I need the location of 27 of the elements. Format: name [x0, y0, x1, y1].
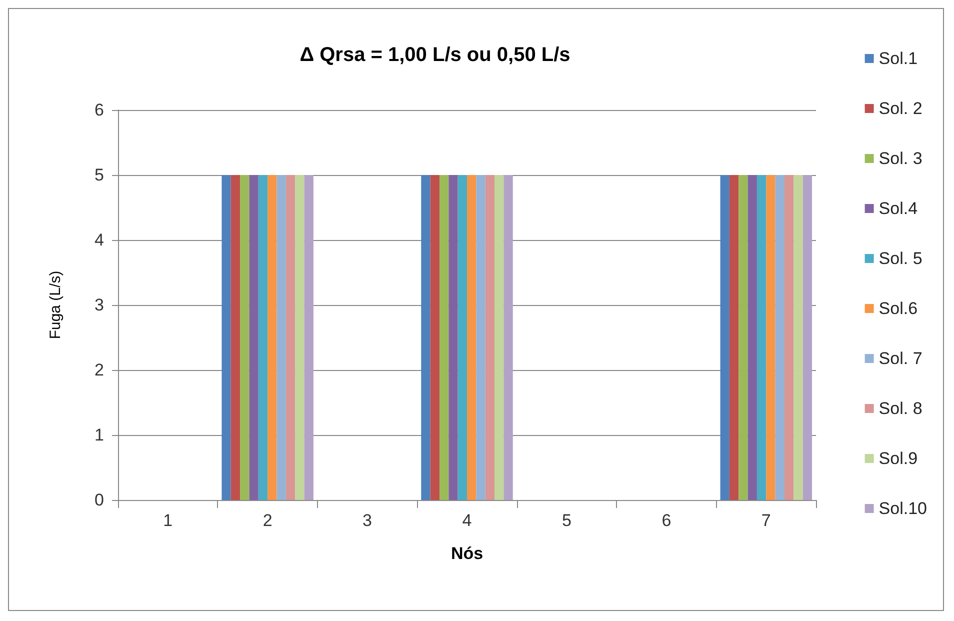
x-tick-label: 4: [462, 511, 472, 530]
chart-title: Δ Qrsa = 1,00 L/s ou 0,50 L/s: [300, 44, 570, 66]
y-tick-label: 3: [94, 296, 104, 314]
legend-label: Sol. 5: [878, 249, 922, 268]
legend-label: Sol. 2: [878, 99, 922, 118]
y-tick-label: 2: [94, 360, 104, 380]
legend-label: Sol.1: [878, 49, 918, 68]
legend-label: Sol.10: [878, 499, 927, 518]
x-tick-label: 6: [662, 511, 672, 530]
legend-label: Sol. 3: [878, 149, 922, 168]
legend-label: Sol.6: [878, 299, 918, 318]
y-tick-label: 0: [94, 490, 104, 510]
y-tick-label: 6: [94, 100, 104, 120]
y-tick-label: 5: [94, 166, 104, 184]
x-tick-label: 3: [362, 511, 372, 530]
legend-label: Sol. 7: [878, 349, 922, 368]
legend-label: Sol. 8: [878, 399, 922, 418]
legend-label: Sol.9: [878, 449, 918, 468]
legend-label: Sol.4: [878, 199, 918, 218]
x-axis-title: Nós: [450, 544, 484, 563]
y-axis-title: Fuga (L/s): [47, 270, 64, 340]
x-tick-label: 5: [562, 511, 572, 530]
y-tick-label: 1: [94, 426, 104, 444]
x-tick-label: 2: [262, 511, 272, 530]
x-tick-label: 7: [761, 511, 771, 530]
y-tick-label: 4: [94, 230, 104, 250]
x-tick-label: 1: [163, 511, 173, 530]
